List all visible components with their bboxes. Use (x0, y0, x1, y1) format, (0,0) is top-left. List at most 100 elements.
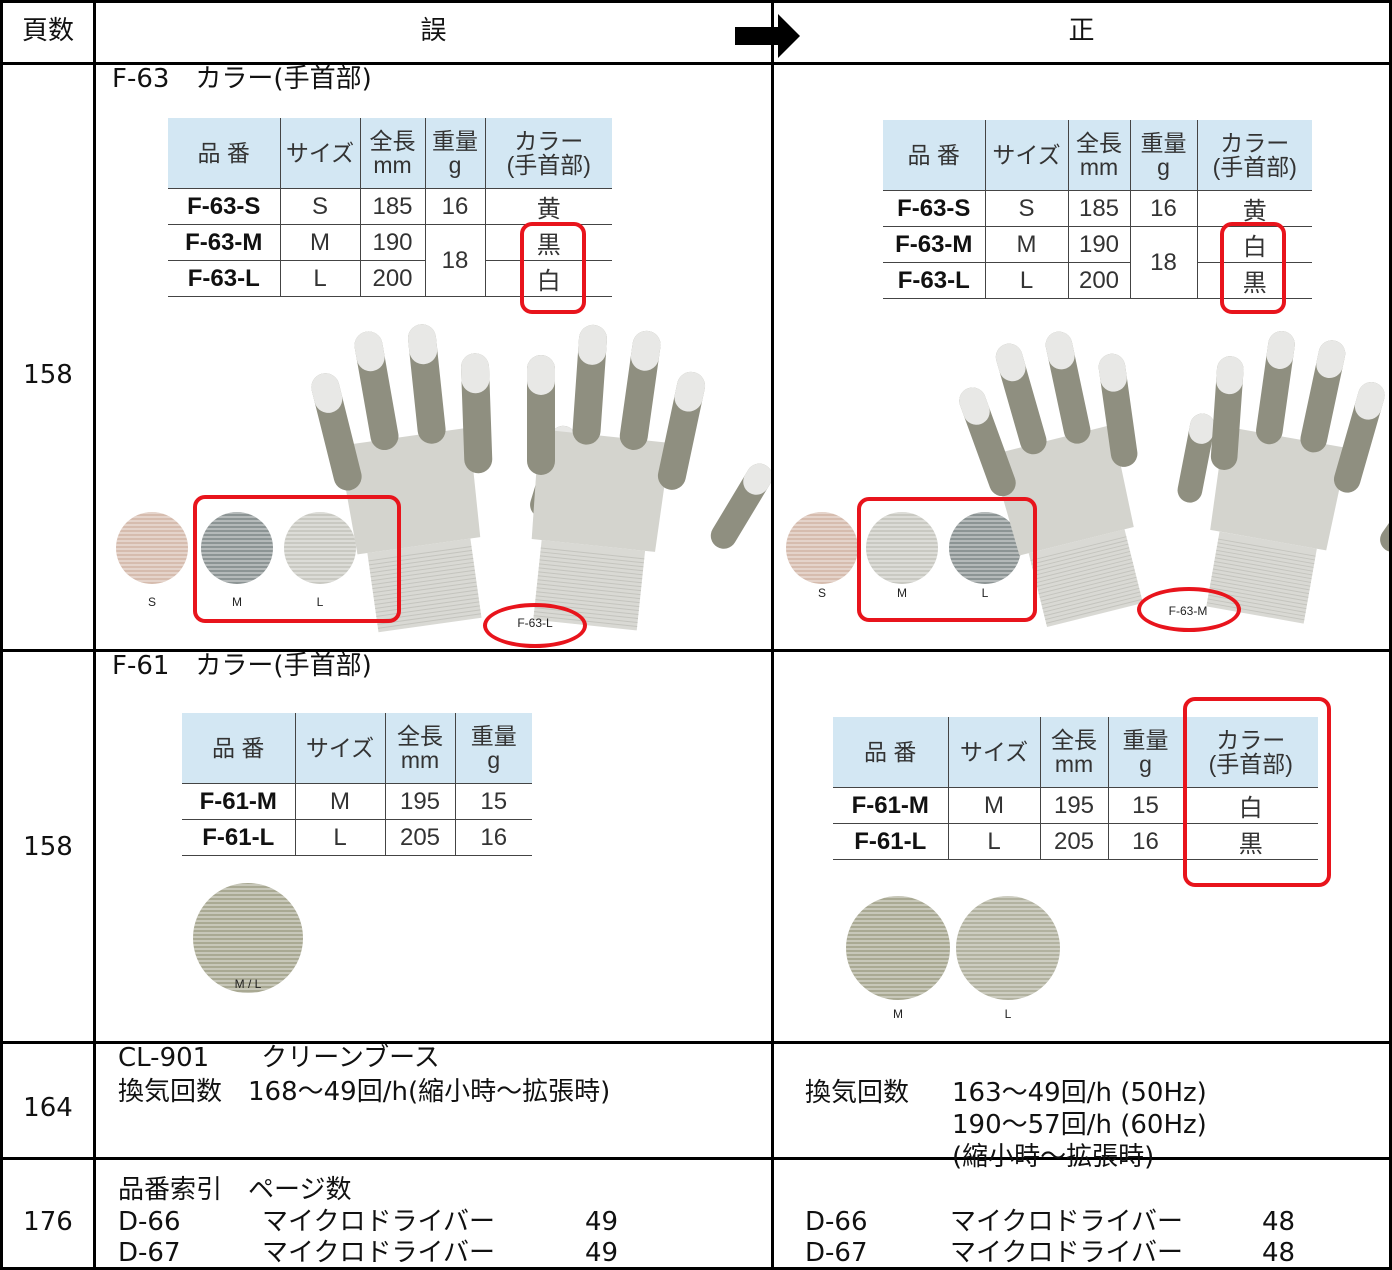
column-header: 品 番 (168, 118, 280, 189)
swatch-texture (786, 512, 858, 584)
cell-length: 205 (384, 819, 455, 856)
column-header: 全長 mm (359, 118, 425, 189)
cell-size: L (279, 260, 360, 297)
header-line: 全長 (1076, 130, 1122, 156)
cell-color: 白 (484, 260, 612, 297)
index-code: D-67 (118, 1238, 181, 1268)
header-line: 全長 (369, 128, 416, 154)
text-line: (縮小時～拡張時) (952, 1142, 1155, 1172)
cell-code: F-61-L (182, 819, 295, 856)
table-rule (0, 62, 1392, 65)
cell-weight: 16 (1107, 823, 1183, 860)
cell-size: M (984, 226, 1068, 263)
column-header: サイズ (984, 120, 1068, 191)
header-line: カラー (1216, 727, 1286, 753)
cell-weight: 16 (424, 188, 485, 225)
highlight-box (193, 495, 401, 623)
swatch-texture (956, 896, 1060, 1000)
page-number: 164 (23, 1093, 73, 1123)
header-line: (手首部) (1208, 751, 1293, 777)
swatch-label: M (232, 595, 242, 609)
header-line: (手首部) (1212, 154, 1297, 180)
index-name: マイクロドライバー (262, 1207, 495, 1237)
swatch-label: S (147, 595, 157, 609)
cell-color: 黄 (1196, 190, 1312, 227)
header-line: 重量 (1122, 727, 1169, 753)
cell-code: F-63-M (168, 224, 280, 261)
column-header: 全長 mm (384, 713, 455, 784)
header-line: g (1157, 154, 1170, 180)
column-header: 重量 g (1129, 120, 1197, 191)
section-heading: 品番索引 ページ数 (118, 1175, 352, 1205)
column-header: カラー (手首部) (1196, 120, 1312, 191)
header-page: 頁数 (22, 16, 75, 46)
page-number: 176 (23, 1207, 73, 1237)
cell-size: M (294, 783, 385, 820)
header-line: mm (1079, 154, 1119, 180)
glove (1206, 331, 1392, 624)
glove (959, 331, 1215, 627)
header-line: mm (373, 152, 412, 178)
highlight-box (857, 497, 1037, 622)
header-line: mm (400, 747, 440, 773)
cell-weight: 18 (1129, 226, 1197, 299)
index-code: D-66 (118, 1207, 181, 1237)
header-line: (手首部) (506, 152, 591, 178)
cell-size: L (984, 262, 1068, 299)
cell-weight: 16 (1129, 190, 1197, 227)
highlight-box (483, 603, 587, 648)
text-line: CL-901 クリーンブース (118, 1043, 440, 1073)
table-rule (0, 649, 1392, 652)
index-page: 48 (1262, 1238, 1296, 1268)
index-code: D-67 (805, 1238, 868, 1268)
header-line: サイズ (285, 140, 355, 166)
cell-color: 黒 (484, 224, 612, 261)
swatch-label: M / L (234, 977, 262, 991)
header-line: 品 番 (864, 739, 917, 765)
swatch-texture (116, 512, 188, 584)
highlight-box (1137, 587, 1241, 632)
swatch-texture (846, 896, 950, 1000)
column-header: 品 番 (182, 713, 295, 784)
header-line: 重量 (1140, 130, 1187, 156)
cell-color: 黒 (1196, 262, 1312, 299)
cell-length: 195 (384, 783, 455, 820)
cell-code: F-61-M (182, 783, 295, 820)
cell-color: 黄 (484, 188, 612, 225)
page-number: 158 (23, 360, 73, 390)
index-name: マイクロドライバー (262, 1238, 495, 1268)
text-line: 換気回数 168～49回/h(縮小時～拡張時) (118, 1077, 611, 1107)
header-correct: 正 (1068, 16, 1095, 46)
header-line: サイズ (992, 142, 1061, 168)
cell-length: 185 (1067, 190, 1130, 227)
cell-code: F-63-S (883, 190, 985, 227)
header-line: カラー (514, 128, 584, 154)
index-name: マイクロドライバー (950, 1238, 1183, 1268)
index-page: 49 (585, 1238, 619, 1268)
cell-length: 190 (359, 224, 425, 261)
cell-size: L (294, 819, 385, 856)
table-rule (93, 0, 96, 1270)
swatch-texture (949, 512, 1021, 584)
cell-weight: 18 (424, 224, 485, 297)
cell-color: 黒 (1182, 823, 1318, 860)
table-rule (0, 1267, 1392, 1270)
swatch-label: L (1004, 1007, 1012, 1021)
header-line: サイズ (959, 739, 1029, 765)
highlight-box (1183, 697, 1331, 887)
table-rule (0, 0, 3, 1270)
cell-code: F-63-L (883, 262, 985, 299)
column-header: 品 番 (833, 717, 948, 788)
spec-table: 品 番サイズ 全長 mm 重量 g カラー (手首部) F-63-S S 185 16 黄 F-63-M… (883, 120, 1312, 299)
arrow (735, 14, 800, 58)
cell-length: 200 (1067, 262, 1130, 299)
swatch-texture (201, 512, 273, 584)
column-header: サイズ (947, 717, 1040, 788)
column-header: 品 番 (883, 120, 985, 191)
header-line: 全長 (1051, 727, 1097, 753)
cell-code: F-63-M (883, 226, 985, 263)
table-rule (771, 0, 774, 1270)
column-header: 重量 g (424, 118, 485, 189)
